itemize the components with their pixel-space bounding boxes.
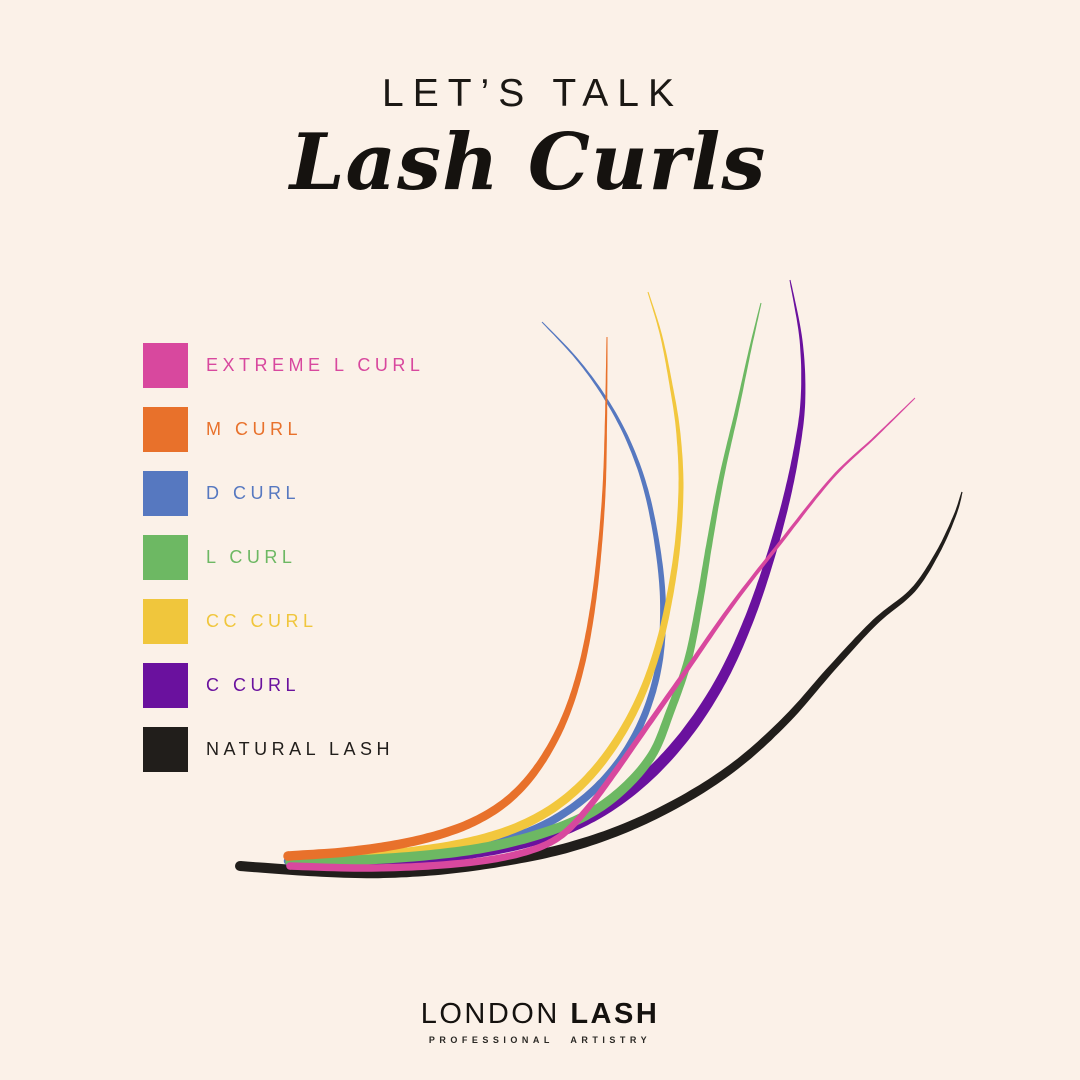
header: LET’S TALK Lash Curls (0, 72, 1056, 202)
lash-curve-base-c-curl (285, 859, 295, 869)
brand-word-lash: LASH (570, 998, 660, 1030)
legend-label-c-curl: C CURL (206, 675, 301, 695)
legend-item-natural-lash: NATURAL LASH (143, 727, 424, 772)
legend-item-extreme-l-curl: EXTREME L CURL (143, 343, 424, 388)
legend-label-extreme-l-curl: EXTREME L CURL (206, 355, 425, 375)
legend-item-cc-curl: CC CURL (143, 599, 424, 644)
curl-legend: EXTREME L CURL M CURL D CURL L CURL CC CURL C… (143, 343, 424, 772)
lash-curve-base-extreme-l-curl (286, 862, 294, 870)
legend-label-cc-curl: CC CURL (206, 611, 318, 631)
brand-tagline: PROFESSIONAL ARTISTRY (428, 1035, 652, 1045)
page-title: Lash Curls (289, 117, 767, 208)
legend-swatch-extreme-l-curl (143, 343, 188, 388)
legend-swatch-d-curl (143, 471, 188, 516)
legend-label-m-curl: M CURL (206, 419, 303, 439)
lash-curve-base-d-curl (283, 856, 293, 866)
legend-swatch-c-curl (143, 663, 188, 708)
brand-logo: LONDON LASH (0, 998, 1080, 1031)
legend-item-d-curl: D CURL (143, 471, 424, 516)
lash-curve-base-l-curl (285, 857, 295, 867)
lash-curve-base-m-curl (283, 851, 293, 861)
header-eyebrow: LET’S TALK (382, 72, 683, 115)
legend-item-l-curl: L CURL (143, 535, 424, 580)
legend-swatch-m-curl (143, 407, 188, 452)
legend-label-natural-lash: NATURAL LASH (206, 739, 395, 759)
legend-item-c-curl: C CURL (143, 663, 424, 708)
lash-curve-base-cc-curl (287, 853, 297, 863)
legend-swatch-natural-lash (143, 727, 188, 772)
lash-curve-base-natural-lash (235, 861, 245, 871)
brand-word-london: LONDON (420, 998, 560, 1030)
legend-label-d-curl: D CURL (206, 483, 301, 503)
legend-item-m-curl: M CURL (143, 407, 424, 452)
legend-swatch-cc-curl (143, 599, 188, 644)
legend-label-l-curl: L CURL (206, 547, 297, 567)
legend-swatch-l-curl (143, 535, 188, 580)
footer: LONDON LASH PROFESSIONAL ARTISTRY (0, 998, 1080, 1045)
